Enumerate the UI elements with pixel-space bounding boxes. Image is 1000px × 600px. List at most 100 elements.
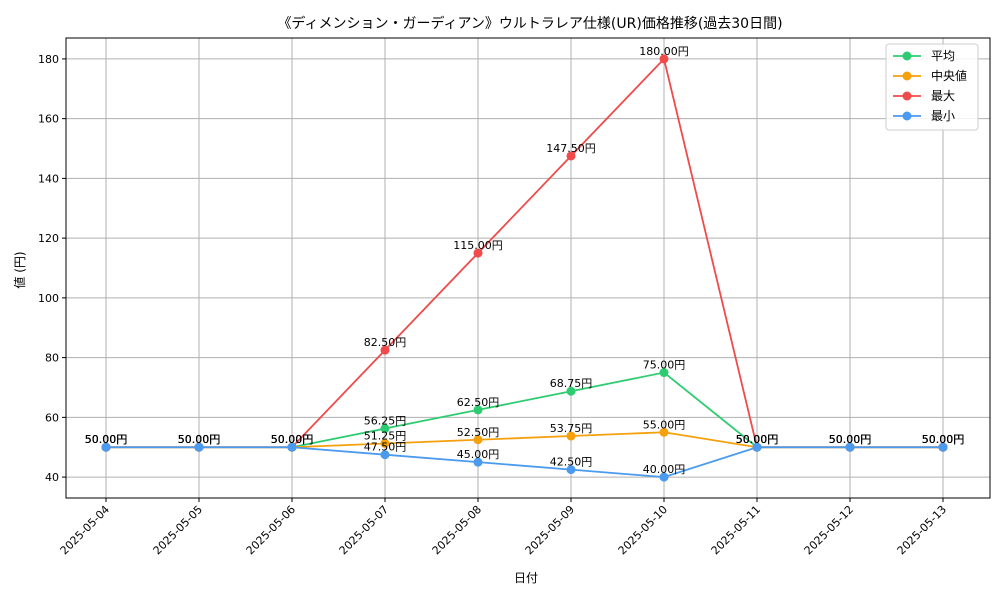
- data-point: [380, 438, 390, 448]
- data-label: 50.00円: [736, 433, 779, 446]
- data-point: [659, 54, 669, 64]
- y-tick-label: 160: [38, 113, 59, 126]
- data-point: [752, 442, 762, 452]
- data-label: 50.00円: [271, 433, 314, 446]
- data-label: 56.25円: [364, 415, 407, 428]
- data-label: 50.00円: [271, 433, 314, 446]
- plot-area: [65, 37, 991, 499]
- chart-title: 《ディメンション・ガーディアン》ウルトラレア仕様(UR)価格推移(過去30日間): [277, 15, 782, 32]
- data-label: 52.50円: [457, 426, 500, 439]
- data-labels: 50.00円 50.00円 50.00円 56.25円 62.50円 68.75円 75.0…: [85, 45, 965, 476]
- data-label: 50.00円: [829, 433, 872, 446]
- x-axis-ticks: 2025-05-04 2025-05-05 2025-05-06 2025-05-07…: [58, 498, 949, 557]
- x-axis-label: 日付: [514, 571, 538, 585]
- data-point: [659, 472, 669, 482]
- data-label: 53.75円: [550, 422, 593, 435]
- data-label: 75.00円: [643, 359, 686, 372]
- data-label: 55.00円: [643, 418, 686, 431]
- data-point: [380, 450, 390, 460]
- data-point: [566, 465, 576, 475]
- data-point: [659, 427, 669, 437]
- legend-marker: [902, 71, 912, 81]
- data-label: 51.25円: [364, 429, 407, 442]
- x-tick-label: 2025-05-11: [709, 503, 763, 557]
- data-label: 50.00円: [922, 433, 965, 446]
- x-tick-label: 2025-05-10: [616, 503, 670, 557]
- legend-label: 中央値: [931, 68, 967, 83]
- series-line-3: [106, 446, 943, 479]
- data-point: [101, 442, 111, 452]
- data-label: 50.00円: [736, 433, 779, 446]
- y-tick-label: 60: [45, 411, 59, 424]
- series-line-2: [106, 57, 943, 449]
- data-label: 47.50円: [364, 441, 407, 454]
- legend-label: 平均: [931, 49, 955, 63]
- data-label: 50.00円: [922, 433, 965, 446]
- y-axis-ticks: 40 60 80 100 120 140 160 180: [38, 53, 66, 484]
- data-label: 50.00円: [829, 433, 872, 446]
- data-label: 50.00円: [271, 433, 314, 446]
- data-label: 147.50円: [546, 142, 596, 155]
- data-label: 50.00円: [271, 433, 314, 446]
- y-tick-label: 80: [45, 352, 59, 365]
- data-point: [566, 431, 576, 441]
- x-tick-label: 2025-05-12: [802, 503, 856, 557]
- data-label: 50.00円: [736, 433, 779, 446]
- data-label: 50.00円: [178, 433, 221, 446]
- legend-marker: [902, 91, 912, 101]
- data-point: [194, 442, 204, 452]
- data-point: [473, 405, 483, 415]
- data-label: 180.00円: [639, 45, 689, 58]
- data-point: [473, 248, 483, 258]
- x-tick-label: 2025-05-06: [244, 503, 298, 557]
- data-point: [938, 442, 948, 452]
- legend-label: 最大: [931, 89, 955, 103]
- data-point: [845, 442, 855, 452]
- data-label: 50.00円: [85, 433, 128, 446]
- data-point: [380, 345, 390, 355]
- x-tick-label: 2025-05-04: [58, 503, 112, 557]
- data-label: 50.00円: [178, 433, 221, 446]
- data-point: [473, 457, 483, 467]
- data-point: [380, 424, 390, 434]
- y-axis-label: 値 (円): [12, 251, 27, 288]
- data-label: 82.50円: [364, 336, 407, 349]
- data-label: 50.00円: [922, 433, 965, 446]
- data-label: 68.75円: [550, 377, 593, 390]
- series-group: [101, 54, 948, 482]
- data-label: 115.00円: [453, 239, 503, 252]
- y-tick-label: 180: [38, 53, 59, 66]
- x-tick-label: 2025-05-07: [337, 503, 391, 557]
- data-label: 50.00円: [85, 433, 128, 446]
- data-point: [659, 368, 669, 378]
- data-label: 50.00円: [178, 433, 221, 446]
- x-tick-label: 2025-05-13: [895, 503, 949, 557]
- x-tick-label: 2025-05-09: [523, 503, 577, 557]
- data-label: 50.00円: [178, 433, 221, 446]
- data-point: [287, 442, 297, 452]
- data-point: [566, 151, 576, 161]
- data-label: 45.00円: [457, 448, 500, 461]
- y-tick-label: 40: [45, 471, 59, 484]
- y-tick-label: 120: [38, 232, 59, 245]
- data-label: 50.00円: [736, 433, 779, 446]
- data-label: 50.00円: [829, 433, 872, 446]
- series-line-0: [106, 371, 943, 449]
- x-tick-label: 2025-05-05: [151, 503, 205, 557]
- legend-box: [885, 43, 979, 131]
- legend-marker: [902, 111, 912, 121]
- y-tick-label: 100: [38, 292, 59, 305]
- data-label: 50.00円: [85, 433, 128, 446]
- legend-marker: [902, 51, 912, 61]
- x-tick-label: 2025-05-08: [430, 503, 484, 557]
- data-label: 50.00円: [85, 433, 128, 446]
- data-point: [473, 435, 483, 445]
- data-label: 50.00円: [829, 433, 872, 446]
- data-label: 40.00円: [643, 463, 686, 476]
- data-point: [566, 386, 576, 396]
- y-tick-label: 140: [38, 172, 59, 185]
- data-label: 62.50円: [457, 396, 500, 409]
- series-line-1: [106, 431, 943, 449]
